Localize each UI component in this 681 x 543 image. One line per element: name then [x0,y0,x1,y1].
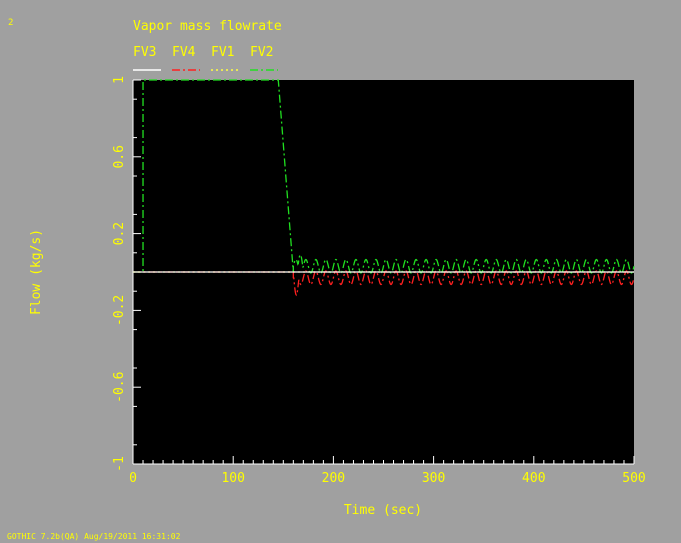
y-tick-label: 1 [112,76,127,84]
legend-label-fv2: FV2 [250,45,273,60]
y-axis: -1 -0.6 -0.2 0.2 0.6 1 [112,76,141,472]
x-tick-label: 0 [129,471,137,486]
y-tick-label: -0.6 [112,372,127,403]
y-tick-label: 0.2 [112,222,127,245]
legend-label-fv4: FV4 [172,45,196,60]
y-tick-label: -0.2 [112,295,127,326]
legend: FV3 FV4 FV1 FV2 [133,45,278,71]
x-axis: 0 100 200 300 400 500 [129,456,646,486]
legend-label-fv1: FV1 [211,45,234,60]
corner-label: 2 [8,18,14,28]
series-line-fv2 [133,79,635,274]
x-tick-label: 400 [522,471,545,486]
footer-stamp: GOTHIC 7.2b(QA) Aug/19/2011 16:31:02 [7,532,181,541]
series-lines [133,79,635,297]
y-axis-label: Flow (kg/s) [29,229,44,315]
y-tick-label: 0.6 [112,145,127,168]
x-tick-label: 200 [322,471,345,486]
x-tick-label: 100 [221,471,244,486]
x-tick-label: 500 [622,471,645,486]
x-axis-label: Time (sec) [344,503,422,518]
x-tick-label: 300 [422,471,445,486]
y-tick-label: -1 [112,456,127,472]
legend-label-fv3: FV3 [133,45,156,60]
chart-title: Vapor mass flowrate [133,19,282,34]
